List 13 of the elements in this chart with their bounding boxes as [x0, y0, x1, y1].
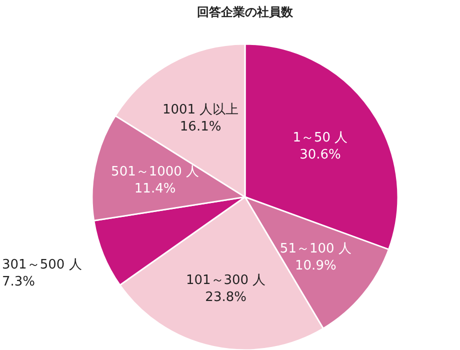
data-label: 16.1%: [180, 120, 222, 135]
slice-label: 51～100 人: [280, 242, 352, 257]
data-label: 7.3%: [2, 274, 36, 290]
data-label: 30.6%: [300, 147, 341, 162]
slice-label: 301～500 人: [2, 258, 82, 273]
slice-label: 501～1000 人: [111, 164, 200, 180]
chart-title: 回答企業の社員数: [197, 5, 294, 19]
data-label: 23.8%: [205, 290, 246, 305]
slice-label: 1～50 人: [292, 130, 348, 146]
data-label: 10.9%: [295, 258, 336, 274]
slice-label: 1001 人以上: [162, 102, 239, 118]
slice-label: 101～300 人: [186, 272, 266, 288]
data-label: 11.4%: [134, 182, 176, 197]
